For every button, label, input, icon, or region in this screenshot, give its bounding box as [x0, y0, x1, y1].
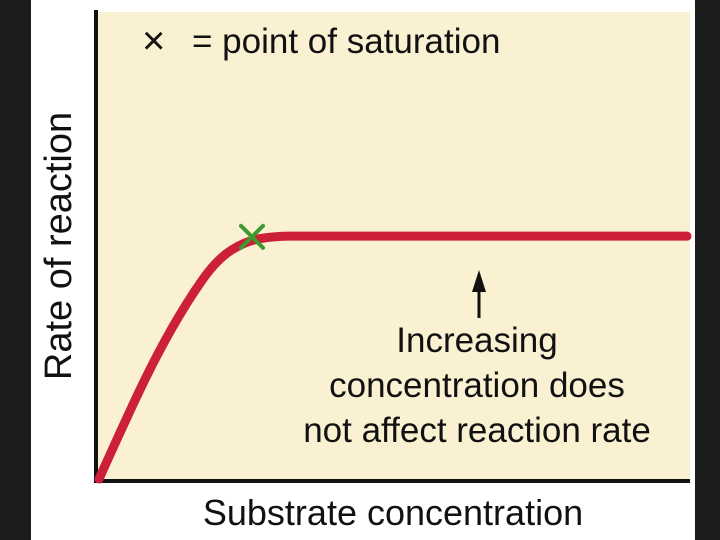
saturation-marker-stroke-1 [239, 223, 265, 250]
annotation-line-3: not affect reaction rate [303, 411, 651, 450]
left-border [0, 0, 31, 540]
legend-label: = point of saturation [192, 22, 500, 61]
x-axis-label: Substrate concentration [203, 492, 583, 533]
annotation-line-2: concentration does [329, 366, 625, 405]
series-layer [94, 231, 692, 484]
series-line-0 [94, 231, 692, 484]
saturation-marker-icon [239, 223, 265, 250]
up-arrow-icon [472, 270, 486, 292]
plot-area [96, 12, 690, 481]
annotation-line-1: Increasing [396, 321, 557, 360]
legend: × = point of saturation [142, 19, 500, 63]
y-axis-label: Rate of reaction [38, 112, 80, 380]
legend-marker-icon: × [142, 19, 165, 63]
right-border [695, 0, 720, 540]
marker-layer [239, 223, 265, 250]
annotation: Increasing concentration does not affect… [303, 270, 651, 450]
